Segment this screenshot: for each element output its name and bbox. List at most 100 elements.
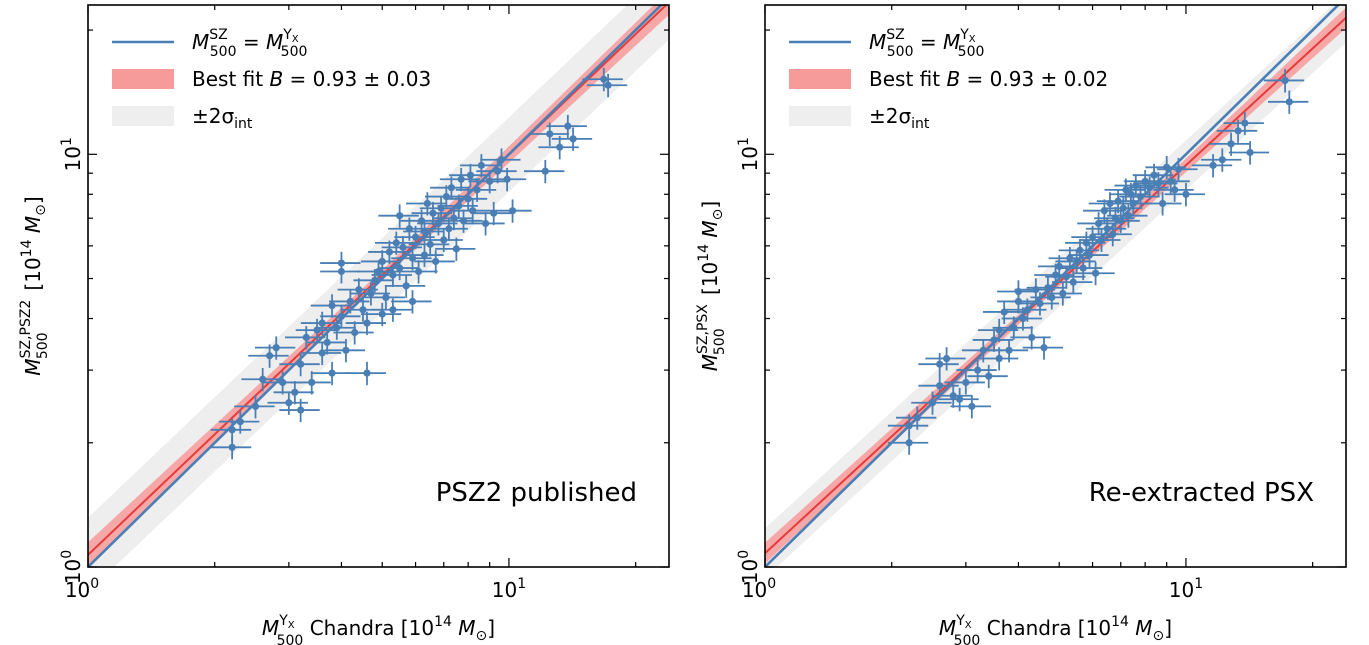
data-marker: [556, 143, 564, 151]
y-tick-label: 100: [736, 550, 762, 584]
legend-identity-label: MSZ 500 = MYX 500: [869, 27, 984, 60]
data-marker: [913, 414, 921, 422]
data-marker: [905, 439, 913, 447]
data-marker: [1082, 239, 1090, 247]
data-marker: [1174, 165, 1183, 173]
data-marker: [481, 219, 490, 228]
data-marker: [1005, 346, 1013, 354]
data-point: [254, 336, 296, 360]
data-point: [1030, 286, 1071, 310]
data-point: [449, 163, 490, 188]
data-point: [1267, 90, 1309, 114]
data-point: [384, 274, 426, 298]
data-marker: [494, 167, 502, 175]
data-marker: [414, 267, 423, 276]
legend-scatter-swatch: [789, 106, 851, 126]
y-axis-label: MSZ,PSX500 [1014 M⊙]: [695, 201, 728, 371]
y-axis-label: MSZ,PSZ2500 [1014 M⊙]: [18, 196, 51, 375]
data-marker: [297, 406, 305, 414]
data-marker: [1136, 192, 1145, 201]
data-point: [442, 209, 483, 233]
ticks: [87, 5, 669, 568]
data-marker: [990, 336, 998, 344]
data-marker: [1246, 148, 1254, 157]
data-point: [430, 176, 471, 200]
data-point: [218, 410, 260, 434]
data-marker: [382, 293, 390, 302]
data-marker: [1109, 230, 1117, 238]
data-point: [315, 316, 356, 340]
data-marker: [440, 236, 448, 244]
data-point: [279, 398, 320, 423]
y-tick-label: 101: [59, 137, 85, 171]
legend-fit-swatch: [112, 69, 174, 89]
data-point: [1119, 185, 1160, 209]
data-marker: [236, 418, 244, 426]
data-point: [887, 431, 929, 455]
data-marker: [378, 257, 386, 266]
data-marker: [1055, 262, 1063, 271]
data-point: [1099, 209, 1140, 233]
data-marker: [1023, 306, 1031, 314]
data-marker: [328, 369, 336, 377]
data-marker: [392, 239, 400, 247]
data-point: [992, 316, 1033, 340]
data-point: [310, 294, 352, 318]
data-marker: [1097, 236, 1106, 244]
data-marker: [1048, 293, 1056, 302]
data-marker: [402, 282, 410, 290]
data-marker: [564, 122, 572, 130]
axes-frame: [87, 4, 670, 568]
data-point: [1071, 225, 1112, 250]
data-marker: [1182, 190, 1190, 198]
data-point: [460, 154, 501, 178]
data-point: [320, 305, 361, 329]
data-point: [290, 371, 331, 395]
data-marker: [318, 349, 326, 357]
data-point: [1157, 157, 1198, 182]
data-point: [397, 260, 438, 284]
data-marker: [1062, 273, 1071, 281]
data-point: [1141, 192, 1182, 216]
data-marker: [1088, 233, 1097, 241]
data-marker: [1158, 199, 1167, 208]
data-point: [273, 381, 314, 405]
data-point: [1153, 178, 1194, 202]
data-marker: [1167, 177, 1175, 185]
data-point: [1045, 265, 1086, 289]
data-point: [451, 199, 492, 223]
y-tick-label: 100: [59, 550, 85, 584]
data-marker: [1085, 251, 1094, 259]
data-marker: [363, 369, 371, 377]
data-marker: [1241, 119, 1249, 127]
data-point: [310, 361, 352, 386]
data-marker: [423, 199, 431, 208]
data-point: [1041, 282, 1082, 306]
data-marker: [371, 276, 379, 284]
data-marker: [259, 375, 267, 383]
data-point: [446, 187, 488, 211]
data-point: [345, 311, 387, 336]
data-marker: [477, 161, 485, 169]
data-marker: [473, 186, 481, 194]
data-marker: [228, 426, 236, 434]
data-points: [887, 69, 1309, 455]
data-marker: [452, 245, 460, 253]
data-point: [1200, 148, 1242, 172]
data-marker: [949, 392, 957, 400]
data-marker: [378, 310, 386, 318]
data-marker: [1044, 284, 1052, 292]
x-axis-label: MYX 500 Chandra [1014 M⊙]: [939, 613, 1172, 645]
data-marker: [396, 212, 404, 220]
data-marker: [308, 378, 316, 387]
ticks: [764, 5, 1346, 568]
data-point: [357, 260, 398, 284]
data-marker: [1122, 186, 1130, 194]
data-marker: [1091, 269, 1100, 277]
data-point: [1026, 276, 1067, 300]
data-marker: [979, 346, 987, 354]
data-point: [300, 341, 342, 366]
data-points: [210, 67, 628, 460]
data-marker: [1019, 314, 1027, 323]
data-point: [345, 361, 387, 386]
